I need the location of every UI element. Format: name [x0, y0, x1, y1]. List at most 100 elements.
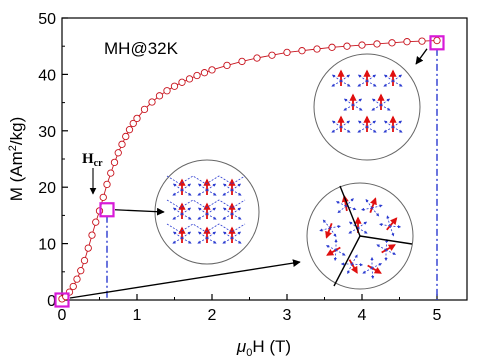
cone-arrow: [340, 120, 351, 128]
spin-arrow: [386, 217, 398, 231]
cone-arrow: [380, 98, 391, 106]
x-axis-label: μ0H (T): [236, 337, 291, 359]
cone-arrow: [181, 207, 192, 215]
data-point-12: [103, 180, 111, 189]
data-point-42: [388, 39, 396, 47]
cone-arrow: [222, 231, 233, 239]
cone-arrow: [385, 249, 397, 255]
x-axis-label-sub: 0: [246, 347, 252, 359]
spin-arrow: [369, 197, 377, 214]
data-point-5: [77, 267, 85, 275]
cone-arrow: [206, 213, 217, 220]
data-point-7: [84, 244, 92, 252]
data-point-18: [125, 126, 134, 134]
cone-arrow: [181, 231, 192, 239]
cone-arrow: [197, 189, 208, 196]
cone-arrow: [357, 221, 368, 229]
spiral-chain: [166, 175, 246, 185]
cone-arrow: [371, 204, 383, 209]
spiral-chain: [166, 199, 246, 209]
data-point-15: [114, 149, 122, 157]
data-point-8: [88, 231, 96, 239]
cone-arrow: [392, 74, 403, 82]
cone-arrow: [331, 120, 342, 128]
data-point-41: [373, 40, 381, 48]
data-point-33: [253, 54, 261, 62]
vertical-marker-lines: [106, 48, 438, 300]
cone-arrow: [386, 215, 391, 227]
cone-arrow: [371, 104, 382, 111]
data-point-13: [107, 169, 115, 177]
data-point-28: [193, 71, 201, 80]
cone-arrow: [365, 198, 373, 209]
cone-arrow: [376, 244, 387, 251]
x-axis-label-mu: μ: [236, 337, 247, 356]
cone-arrow: [337, 205, 347, 214]
highlight-square-0: [54, 292, 70, 308]
cone-arrow: [351, 263, 364, 267]
x-tick-label-4: 4: [358, 307, 367, 324]
highlighted-points: [54, 35, 445, 308]
cone-arrow: [362, 267, 373, 274]
cone-arrow: [361, 207, 373, 211]
cone-arrow: [206, 231, 217, 239]
data-point-45: [433, 36, 441, 45]
data-point-16: [118, 140, 126, 148]
cone-arrow: [335, 249, 346, 256]
cone-arrow: [383, 74, 394, 82]
cone-arrow: [385, 238, 389, 251]
y-axis-label-sup: 2: [7, 145, 19, 151]
cone-arrow: [222, 183, 233, 191]
data-point-27: [185, 75, 194, 83]
cone-arrow: [392, 120, 403, 128]
data-point-11: [99, 193, 107, 202]
cone-arrow: [319, 227, 331, 232]
y-tick-label-3: 30: [38, 124, 56, 141]
data-point-44: [418, 37, 426, 45]
cone-arrow: [371, 267, 375, 280]
cone-arrow: [197, 213, 208, 220]
data-point-21: [140, 105, 149, 114]
data-point-14: [110, 158, 119, 167]
data-point-30: [208, 66, 216, 74]
cone-arrow: [222, 213, 233, 220]
cone-arrow: [389, 225, 402, 229]
cone-arrow: [357, 126, 368, 133]
cone-arrow: [322, 219, 331, 229]
inset-pointer-arrows: [69, 48, 428, 299]
cone-arrow: [333, 249, 337, 262]
data-point-3: [69, 282, 77, 291]
data-point-6: [80, 256, 89, 265]
data-point-31: [223, 61, 231, 70]
data-point-22: [148, 98, 156, 106]
cone-arrow: [206, 189, 217, 196]
cone-arrow: [197, 231, 208, 239]
spiral-chain: [166, 223, 246, 233]
cone-arrow: [231, 231, 242, 239]
data-point-43: [403, 38, 411, 46]
cone-arrow: [329, 227, 337, 238]
cone-arrow: [389, 225, 395, 237]
cone-arrow: [181, 183, 192, 191]
data-point-39: [343, 42, 351, 50]
cone-arrow: [357, 120, 368, 128]
data-point-17: [122, 132, 130, 141]
cone-arrow: [197, 207, 208, 215]
inset-multidomain: [306, 182, 414, 290]
cone-arrow: [172, 213, 183, 220]
data-point-24: [163, 87, 171, 95]
cone-arrow: [383, 120, 394, 128]
y-tick-label-5: 50: [38, 11, 56, 28]
domain-wall: [339, 185, 361, 237]
data-point-38: [328, 43, 336, 51]
y-axis-label-main: M (Am: [7, 151, 26, 201]
cone-arrow: [325, 245, 337, 251]
x-tick-label-0: 0: [58, 307, 67, 324]
cone-arrow: [231, 213, 242, 220]
data-point-4: [73, 275, 81, 283]
y-axis-label-rest: /kg): [7, 117, 26, 145]
cone-arrow: [197, 183, 208, 191]
data-point-20: [133, 114, 141, 123]
x-tick-label-3: 3: [283, 307, 292, 324]
